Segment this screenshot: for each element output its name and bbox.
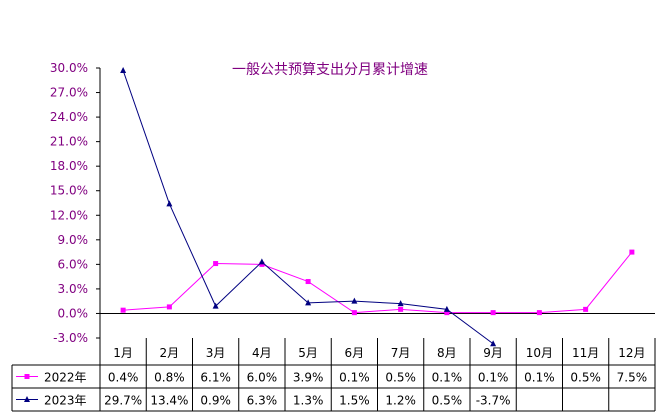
data-point <box>166 304 172 310</box>
category-label: 9月 <box>483 346 503 360</box>
data-label: 0.1% <box>478 371 509 385</box>
series-layer <box>120 66 635 347</box>
category-label: 10月 <box>526 346 553 360</box>
category-label: 7月 <box>391 346 411 360</box>
legend-marker <box>24 396 30 402</box>
data-label: 1.5% <box>339 394 370 408</box>
data-point <box>120 66 127 73</box>
y-tick-label: 24.0% <box>50 110 88 124</box>
data-label: 0.5% <box>570 371 601 385</box>
data-table: 1月 2月 3月 4月 5月 6月 7月 8月 9月 10月 11月 12月 2022年 0.4% 0.8%… <box>11 338 656 412</box>
data-label: 0.1% <box>432 371 463 385</box>
y-tick-label: 6.0% <box>58 257 89 271</box>
y-tick-label: 27.0% <box>50 86 88 100</box>
y-tick-label: 15.0% <box>50 184 88 198</box>
y-tick-label: 21.0% <box>50 135 88 149</box>
series-line <box>123 251 633 314</box>
category-label: 8月 <box>437 346 457 360</box>
category-label: 3月 <box>206 346 226 360</box>
data-label: 0.4% <box>108 371 139 385</box>
chart-title: 一般公共预算支出分月累计增速 <box>232 62 428 78</box>
data-point <box>443 305 450 312</box>
legend-label: 2022年 <box>44 371 87 385</box>
category-label: 5月 <box>298 346 318 360</box>
data-point <box>583 306 589 312</box>
data-point <box>212 302 219 309</box>
category-label: 11月 <box>572 346 599 360</box>
data-label: 6.0% <box>247 371 278 385</box>
data-label: 0.1% <box>524 371 555 385</box>
data-label: 29.7% <box>104 394 142 408</box>
data-point <box>305 279 311 285</box>
category-label: 2月 <box>160 346 180 360</box>
data-label: 13.4% <box>150 394 188 408</box>
data-point <box>258 258 265 265</box>
data-point <box>444 310 450 316</box>
legend-label: 2023年 <box>44 394 87 408</box>
data-point <box>120 307 126 313</box>
category-label: 6月 <box>345 346 365 360</box>
data-label: 3.9% <box>293 371 324 385</box>
data-label: -3.7% <box>476 394 511 408</box>
data-label: 6.1% <box>200 371 231 385</box>
category-label: 12月 <box>618 346 645 360</box>
data-point <box>397 300 404 307</box>
data-label: 1.2% <box>385 394 416 408</box>
data-label: 1.3% <box>293 394 324 408</box>
data-label: 0.8% <box>154 371 185 385</box>
data-label: 6.3% <box>247 394 278 408</box>
data-point <box>351 310 357 316</box>
series-1 <box>120 249 635 316</box>
y-tick-label: -3.0% <box>53 331 88 345</box>
data-label: 0.5% <box>385 371 416 385</box>
data-label: 7.5% <box>617 371 648 385</box>
data-point <box>305 299 312 306</box>
y-tick-label: 3.0% <box>58 282 89 296</box>
data-point <box>351 297 358 304</box>
data-point <box>398 306 404 312</box>
y-tick-label: 18.0% <box>50 159 88 173</box>
data-point <box>629 249 635 255</box>
data-label: 0.5% <box>432 394 463 408</box>
data-point <box>490 340 497 347</box>
y-tick-label: 0.0% <box>58 306 89 320</box>
data-point <box>213 261 219 267</box>
y-tick-label: 9.0% <box>58 233 89 247</box>
data-label: 0.1% <box>339 371 370 385</box>
data-point <box>166 200 173 207</box>
series-2 <box>120 66 497 347</box>
data-label: 0.9% <box>200 394 231 408</box>
category-label: 4月 <box>252 346 272 360</box>
category-label: 1月 <box>113 346 133 360</box>
data-point <box>536 310 542 316</box>
data-point <box>490 310 496 316</box>
y-axis: 30.0% 27.0% 24.0% 21.0% 18.0% 15.0% 12.0% 9.0% 6… <box>50 61 101 345</box>
y-tick-label: 12.0% <box>50 208 88 222</box>
y-tick-label: 30.0% <box>50 61 88 75</box>
legend-marker <box>24 374 30 379</box>
